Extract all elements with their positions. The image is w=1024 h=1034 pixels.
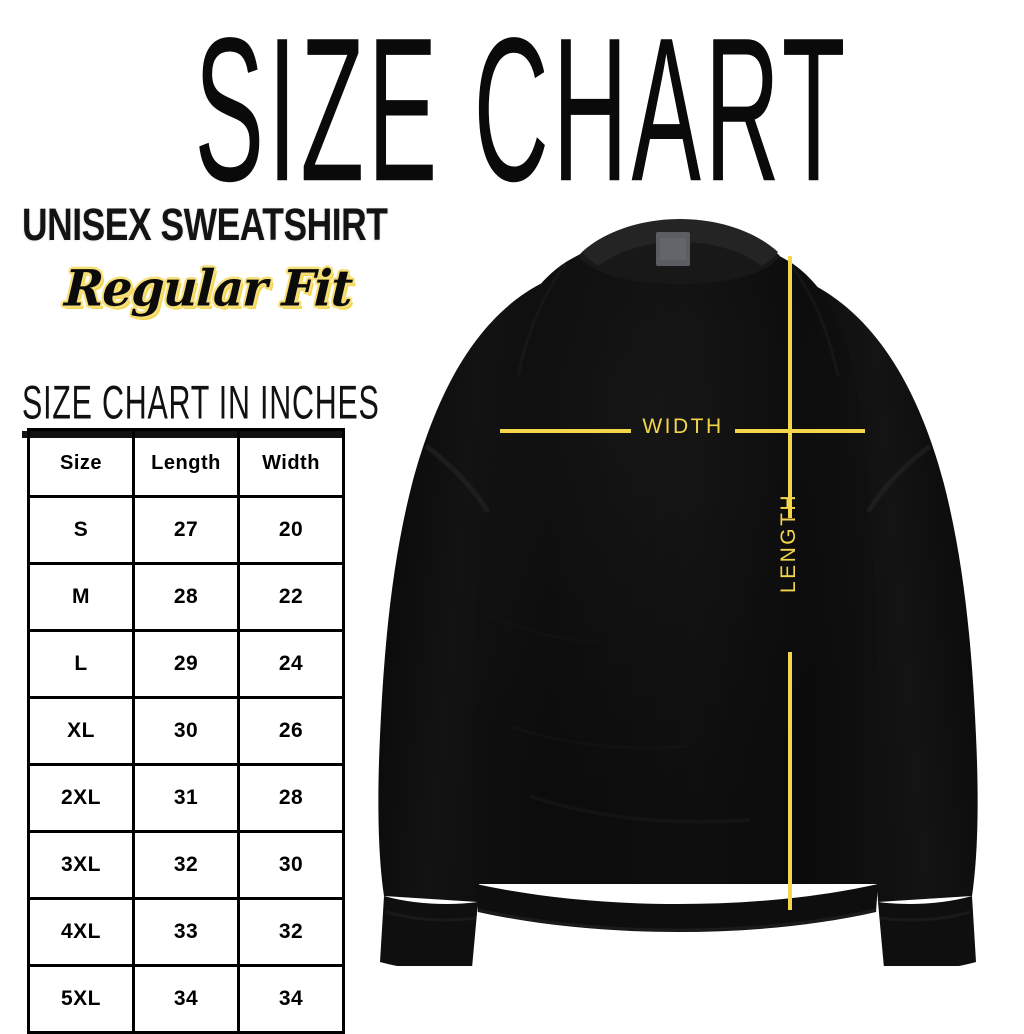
cell-length: 27: [132, 495, 240, 565]
right-shoulder-seam: [788, 263, 840, 377]
cell-length: 30: [132, 696, 240, 766]
table-row: M 28 22: [27, 562, 345, 632]
left-info-column: UNISEX SWEATSHIRT Regular Fit SIZE CHART…: [22, 200, 388, 438]
fit-type-heading: Regular Fit: [63, 260, 354, 319]
hem-band: [476, 884, 878, 932]
cell-width: 32: [237, 897, 345, 967]
cell-length: 33: [132, 897, 240, 967]
right-cuff: [878, 896, 976, 966]
column-header-length: Length: [132, 428, 240, 498]
column-header-width: Width: [237, 428, 345, 498]
right-sleeve-fold: [865, 444, 932, 514]
hem-band-edge: [477, 908, 877, 932]
table-header-row: Size Length Width: [27, 428, 345, 498]
cell-size: 5XL: [27, 964, 135, 1034]
body-shading: [474, 228, 880, 884]
table-row: 4XL 33 32: [27, 897, 345, 967]
left-shoulder-seam: [516, 263, 568, 377]
cell-width: 20: [237, 495, 345, 565]
table-row: 3XL 32 30: [27, 830, 345, 900]
cell-size: L: [27, 629, 135, 699]
cell-length: 29: [132, 629, 240, 699]
cell-size: 3XL: [27, 830, 135, 900]
table-row: L 29 24: [27, 629, 345, 699]
page-title: SIZE CHART: [194, 0, 850, 225]
cell-size: 2XL: [27, 763, 135, 833]
cell-width: 24: [237, 629, 345, 699]
sweatshirt-illustration: [330, 196, 1024, 966]
cell-size: XL: [27, 696, 135, 766]
cell-length: 32: [132, 830, 240, 900]
fabric-wrinkle-1: [529, 794, 751, 824]
cell-width: 28: [237, 763, 345, 833]
cell-length: 28: [132, 562, 240, 632]
table-row: XL 30 26: [27, 696, 345, 766]
cell-width: 34: [237, 964, 345, 1034]
cell-length: 34: [132, 964, 240, 1034]
product-type-heading: UNISEX SWEATSHIRT: [22, 200, 388, 251]
collar-rib: [582, 219, 778, 266]
column-header-size: Size: [27, 428, 135, 498]
fabric-wrinkle-2: [509, 724, 691, 750]
cell-length: 31: [132, 763, 240, 833]
neck-tag-inner: [660, 238, 686, 260]
cell-width: 30: [237, 830, 345, 900]
size-chart-table: Size Length Width S 27 20 M 28 22 L 29 2…: [27, 428, 345, 1034]
table-heading: SIZE CHART IN INCHES: [22, 377, 380, 430]
right-cuff-rib: [879, 910, 971, 922]
left-cuff-rib: [385, 910, 477, 922]
cell-size: 4XL: [27, 897, 135, 967]
table-row: 5XL 34 34: [27, 964, 345, 1034]
cell-size: M: [27, 562, 135, 632]
cell-size: S: [27, 495, 135, 565]
cell-width: 26: [237, 696, 345, 766]
table-row: 2XL 31 28: [27, 763, 345, 833]
left-cuff: [380, 896, 478, 966]
fabric-wrinkle-3: [489, 614, 603, 644]
cell-width: 22: [237, 562, 345, 632]
left-sleeve-fold: [424, 444, 491, 514]
table-row: S 27 20: [27, 495, 345, 565]
